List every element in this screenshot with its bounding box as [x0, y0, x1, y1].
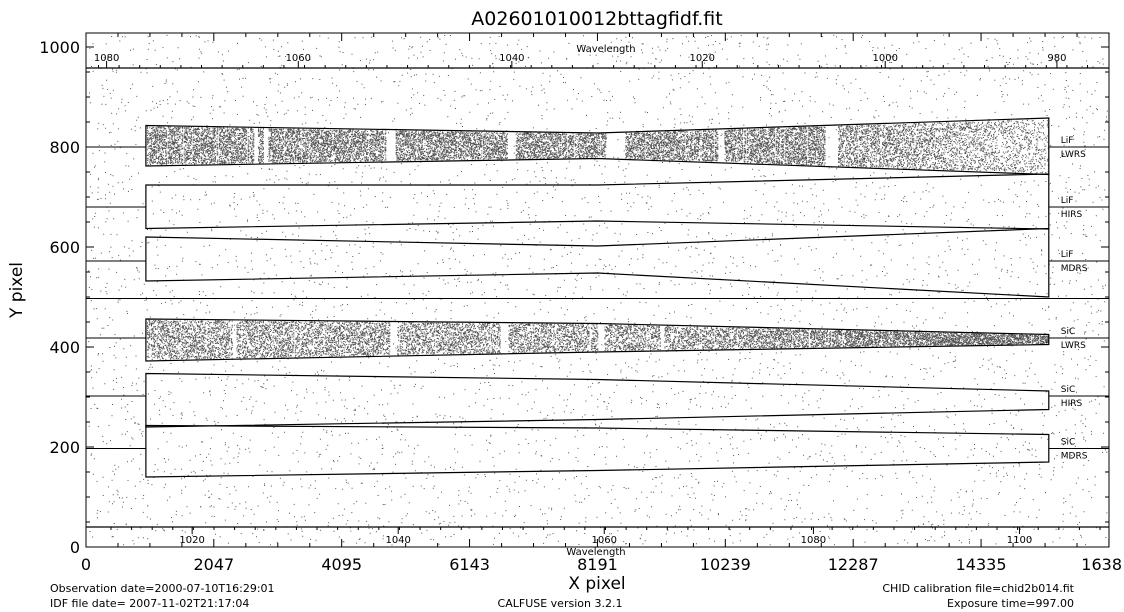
top-wavelength-tick-label: 980	[1047, 53, 1066, 64]
y-tick-label: 800	[49, 138, 80, 157]
x-tick-label: 10239	[700, 555, 751, 574]
window-outline	[145, 227, 1050, 298]
segment-label-detector: SiC	[1061, 327, 1076, 337]
bottom-wavelength-tick-label: 1040	[385, 535, 410, 546]
x-tick-label: 1638	[1081, 555, 1122, 574]
x-tick-label: 2047	[193, 555, 234, 574]
x-tick-label: 6143	[449, 555, 490, 574]
segment-label-detector: LiF	[1061, 136, 1074, 146]
bottom-wavelength-tick-label: 1020	[179, 535, 204, 546]
segment-label-detector: SiC	[1061, 438, 1076, 448]
segment-label-detector: LiF	[1061, 196, 1074, 206]
x-tick-label: 14335	[956, 555, 1007, 574]
calfuse-version: CALFUSE version 3.2.1	[498, 597, 623, 610]
idf-file-date: IDF file date= 2007-11-02T21:17:04	[50, 597, 249, 610]
segment-lif-mdrs: LiF MDRS	[86, 227, 1109, 298]
segment-sic-lwrs: SiC LWRS	[86, 318, 1109, 362]
lif-lwrs-band	[146, 119, 1049, 174]
top-wavelength-title: Wavelength	[576, 44, 635, 55]
bottom-wavelength-tick-label: 1100	[1007, 535, 1032, 546]
segment-label-aperture: LWRS	[1061, 150, 1086, 160]
segment-label-detector: LiF	[1061, 250, 1074, 260]
window-outline	[145, 424, 1050, 478]
x-tick-label: 12287	[828, 555, 879, 574]
y-tick-label: 200	[49, 438, 80, 457]
sic-lwrs-band-events	[146, 319, 1049, 360]
y-tick-label: 400	[49, 338, 80, 357]
top-wavelength-tick-label: 1020	[690, 53, 715, 64]
axes: 0 200 400 600 800 1000 0 2047 4095 6143 8191 10239 1…	[39, 33, 1122, 574]
x-tick-label: 8191	[577, 555, 618, 574]
exposure-time: Exposure time=997.00	[947, 597, 1074, 610]
top-wavelength-tick-label: 1080	[94, 53, 119, 64]
top-wavelength-tick-label: 1000	[872, 53, 897, 64]
lif-lwrs-band-events	[146, 119, 1049, 174]
chart-title: A02601010012bttagfidf.fit	[471, 8, 722, 30]
top-wavelength-tick-label: 1040	[499, 53, 524, 64]
spectrum-bands	[146, 119, 1049, 360]
segment-label-aperture: LWRS	[1061, 341, 1086, 351]
segment-label-aperture: MDRS	[1061, 452, 1088, 462]
y-tick-label: 0	[70, 538, 80, 557]
y-tick-label: 600	[49, 238, 80, 257]
y-tick-label: 1000	[39, 38, 80, 57]
extraction-windows: LiF LWRS LiF HIRS LiF MDRS SiC LWRS SiC HIRS SiC MD…	[86, 117, 1109, 478]
segment-label-aperture: HIRS	[1061, 210, 1083, 220]
window-outline	[145, 318, 1050, 362]
x-tick-label: 4095	[321, 555, 362, 574]
bottom-wavelength-title: Wavelength	[566, 547, 625, 558]
y-axis-title: Y pixel	[7, 262, 27, 319]
segment-label-detector: SiC	[1061, 385, 1076, 395]
bottom-wavelength-tick-label: 1080	[801, 535, 826, 546]
calibration-file: CHID calibration file=chid2b014.fit	[882, 582, 1074, 595]
segment-label-aperture: MDRS	[1061, 264, 1088, 274]
segment-label-aperture: HIRS	[1061, 399, 1083, 409]
top-wavelength-tick-label: 1060	[286, 53, 311, 64]
bottom-wavelength-tick-label: 1060	[592, 535, 617, 546]
x-axis-title: X pixel	[568, 574, 625, 594]
segment-sic-mdrs: SiC MDRS	[86, 424, 1109, 478]
x-tick-label: 0	[81, 555, 91, 574]
observation-date: Observation date=2000-07-10T16:29:01	[50, 582, 275, 595]
sic-lwrs-band	[146, 319, 1049, 360]
